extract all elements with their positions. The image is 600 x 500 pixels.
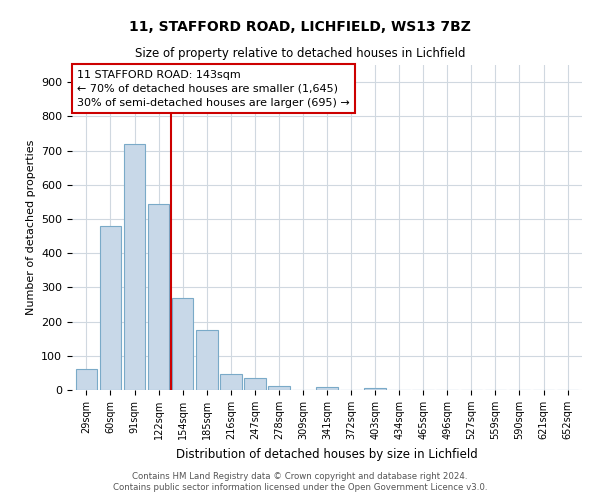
Bar xyxy=(76,370,97,390)
Bar xyxy=(268,386,290,390)
Bar xyxy=(124,144,145,390)
Bar xyxy=(316,388,338,390)
Text: 11 STAFFORD ROAD: 143sqm
← 70% of detached houses are smaller (1,645)
30% of sem: 11 STAFFORD ROAD: 143sqm ← 70% of detach… xyxy=(77,70,350,108)
Text: Contains public sector information licensed under the Open Government Licence v3: Contains public sector information licen… xyxy=(113,484,487,492)
Bar xyxy=(148,204,169,390)
Bar xyxy=(244,378,266,390)
Bar xyxy=(100,226,121,390)
Text: Size of property relative to detached houses in Lichfield: Size of property relative to detached ho… xyxy=(135,48,465,60)
Text: Contains HM Land Registry data © Crown copyright and database right 2024.: Contains HM Land Registry data © Crown c… xyxy=(132,472,468,481)
Bar xyxy=(196,330,218,390)
Text: 11, STAFFORD ROAD, LICHFIELD, WS13 7BZ: 11, STAFFORD ROAD, LICHFIELD, WS13 7BZ xyxy=(129,20,471,34)
Y-axis label: Number of detached properties: Number of detached properties xyxy=(26,140,35,315)
X-axis label: Distribution of detached houses by size in Lichfield: Distribution of detached houses by size … xyxy=(176,448,478,460)
Bar xyxy=(220,374,242,390)
Bar xyxy=(364,388,386,390)
Bar xyxy=(172,298,193,390)
